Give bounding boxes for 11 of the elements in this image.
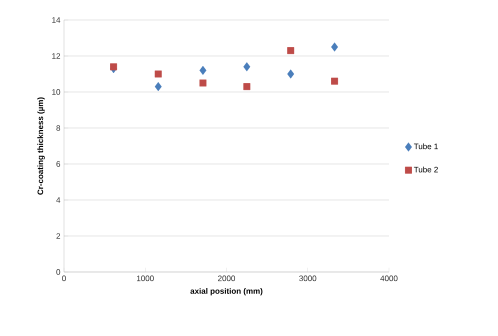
point	[287, 47, 294, 54]
point	[199, 66, 206, 75]
point	[110, 63, 118, 70]
point	[243, 83, 250, 90]
point	[287, 69, 294, 79]
point	[331, 42, 338, 52]
point	[199, 80, 206, 86]
point	[331, 78, 338, 85]
point	[243, 62, 250, 72]
point	[154, 82, 162, 92]
point	[154, 70, 162, 78]
